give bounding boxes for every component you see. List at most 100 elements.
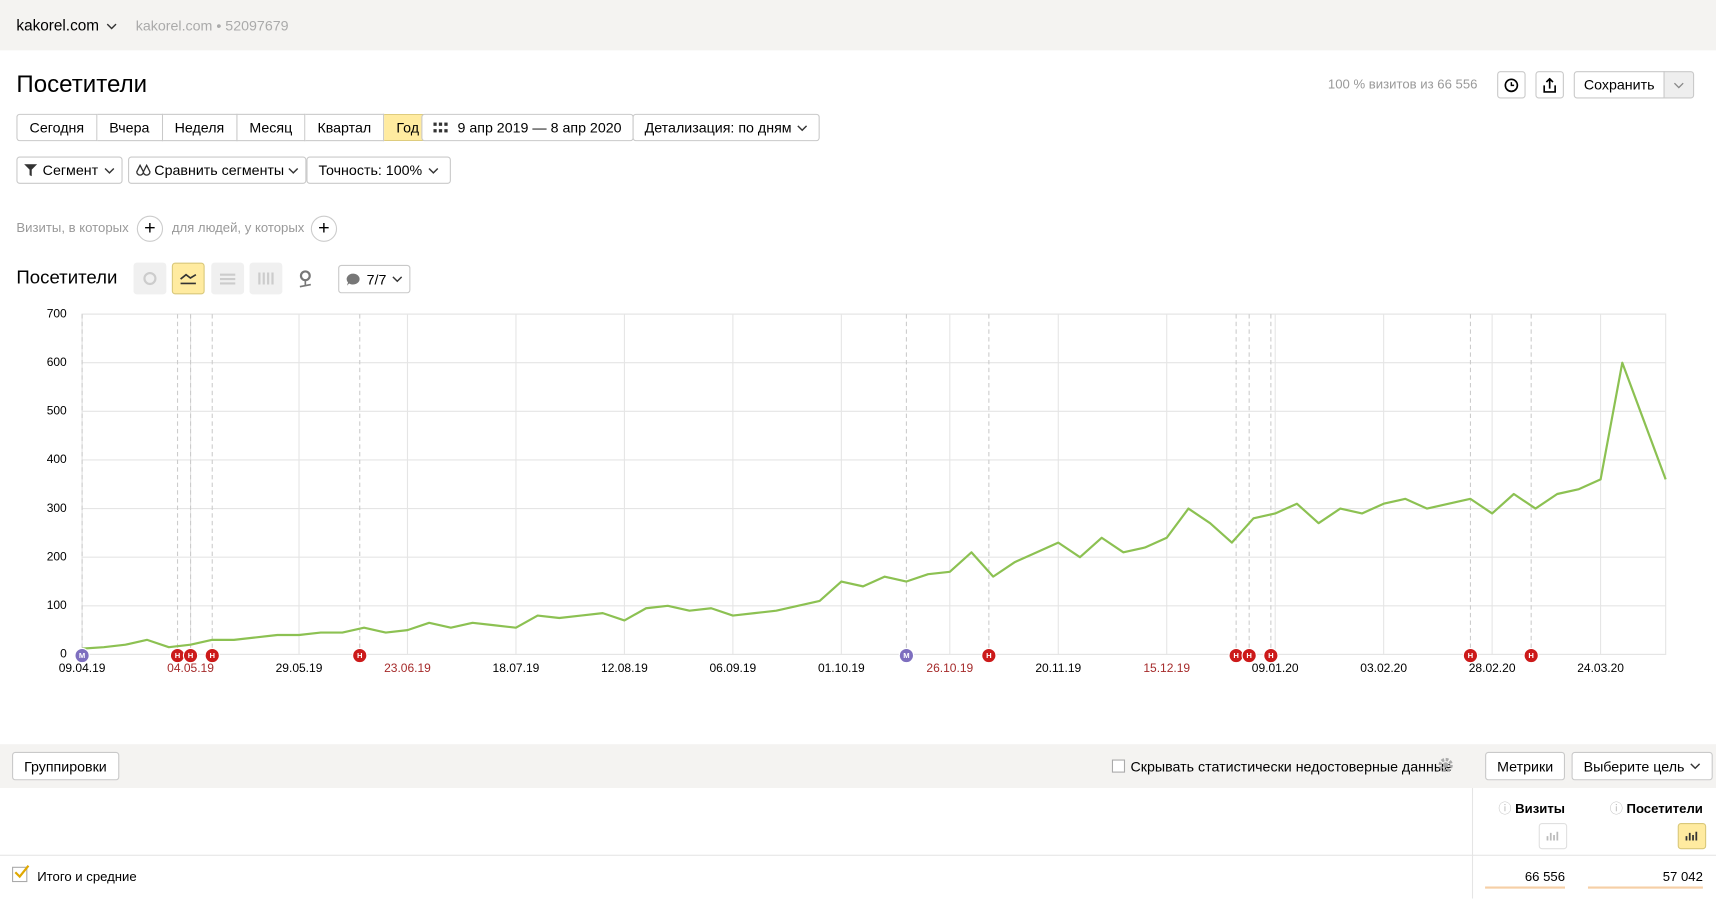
y-tick-label: 400: [47, 452, 67, 466]
page-title: Посетители: [16, 70, 148, 98]
notes-button[interactable]: 7/7: [338, 264, 411, 294]
compare-button[interactable]: Сравнить сегменты: [128, 156, 307, 184]
groupings-button[interactable]: Группировки: [12, 751, 119, 781]
x-tick-label: 01.10.19: [818, 661, 865, 675]
area-chart-toggle[interactable]: [211, 262, 245, 295]
export-icon: [1543, 77, 1556, 93]
gear-icon: [1438, 757, 1453, 773]
x-tick-label: 23.06.19: [384, 661, 431, 675]
period-button[interactable]: Квартал: [305, 113, 385, 142]
y-tick-label: 0: [60, 647, 67, 661]
bar-chart-toggle[interactable]: [249, 262, 283, 295]
export-button[interactable]: [1535, 71, 1564, 99]
comment-icon: [346, 273, 360, 286]
save-label: Сохранить: [1583, 76, 1655, 94]
x-tick-label: 04.05.19: [167, 661, 214, 675]
x-tick-label: 09.01.20: [1252, 661, 1299, 675]
column-header[interactable]: ⓘ Визиты: [1498, 801, 1565, 817]
accuracy-button[interactable]: Точность: 100%: [306, 156, 451, 184]
map-toggle[interactable]: [295, 268, 317, 295]
annotation-label: Н: [1233, 651, 1239, 660]
y-tick-label: 700: [47, 306, 67, 320]
site-selector[interactable]: kakorel.com: [16, 16, 117, 34]
check-icon: [14, 864, 30, 879]
x-tick-label: 26.10.19: [926, 661, 973, 675]
x-tick-label: 09.04.19: [59, 661, 106, 675]
column-title: Посетители: [1626, 801, 1703, 817]
settings-button[interactable]: [1437, 756, 1455, 779]
period-button[interactable]: Месяц: [237, 113, 306, 142]
x-tick-label: 20.11.19: [1035, 661, 1081, 675]
period-button[interactable]: Неделя: [162, 113, 238, 142]
chevron: [107, 23, 117, 30]
annotation-label: Н: [1468, 651, 1474, 660]
segment-button[interactable]: Сегмент: [16, 156, 123, 184]
annotation-marker: [204, 647, 220, 664]
x-tick-label: 03.02.20: [1360, 661, 1407, 675]
period-button[interactable]: Сегодня: [16, 113, 98, 142]
detail-button[interactable]: Детализация: по дням: [632, 113, 821, 142]
line-chart-toggle[interactable]: [171, 262, 205, 295]
chevron: [104, 167, 114, 174]
metrics-button[interactable]: Метрики: [1485, 751, 1566, 781]
cell: 57 042: [1662, 868, 1703, 885]
groupings-label: Группировки: [24, 757, 107, 775]
goal-label: Выберите цель: [1583, 757, 1685, 775]
add-people-condition[interactable]: +: [310, 215, 338, 242]
map-icon: [299, 270, 311, 288]
annotation-label: Н: [1528, 651, 1534, 660]
pie-icon: [143, 271, 157, 286]
annotation-marker: [1263, 647, 1279, 664]
date-range: 9 апр 2019 — 8 апр 2020: [457, 119, 622, 136]
annotation-marker: [898, 647, 915, 664]
annotation-marker: [352, 647, 368, 664]
annotation-label: Н: [188, 651, 194, 660]
share-bar: [1485, 886, 1565, 889]
segment-label: Сегмент: [42, 161, 99, 179]
x-tick-label: 24.03.20: [1577, 661, 1624, 675]
annotation-label: Н: [209, 651, 215, 660]
plot-frame: [81, 313, 1667, 655]
top-bar: [0, 0, 1716, 51]
period-button[interactable]: Вчера: [97, 113, 163, 142]
notes-count: 7/7: [366, 270, 387, 288]
pie-chart-toggle[interactable]: [133, 262, 167, 295]
annotation-marker: [1462, 647, 1479, 664]
hide-label: Скрывать статистически недостоверные дан…: [1130, 758, 1453, 775]
add-visit-condition[interactable]: +: [136, 215, 164, 242]
chart-column-toggle[interactable]: [1538, 822, 1568, 850]
clock-icon: [1504, 77, 1519, 92]
date-range-button[interactable]: 9 апр 2019 — 8 апр 2020: [421, 113, 634, 142]
visits-condition: Визиты, в которых: [16, 219, 129, 236]
y-tick-label: 100: [47, 598, 67, 612]
x-tick-label: 06.09.19: [709, 661, 756, 675]
line-series: [82, 361, 1667, 650]
filter-icon: [24, 164, 38, 177]
site-name: kakorel.com: [16, 16, 100, 34]
save-menu[interactable]: [1663, 71, 1695, 99]
chart: 0 100 200 300 400 500 600 700 09.04.19 04.05.19 29…: [47, 306, 1667, 675]
calendar-icon: [433, 122, 448, 132]
save-button[interactable]: Сохранить: [1573, 71, 1665, 99]
goal-button[interactable]: Выберите цель: [1571, 751, 1713, 781]
cell: 66 556: [1524, 868, 1565, 885]
hide-checkbox[interactable]: [1111, 759, 1126, 773]
history-button[interactable]: [1497, 71, 1526, 99]
sample-info: 100 % визитов из 66 556: [1327, 76, 1478, 92]
chevron: [1690, 763, 1701, 770]
chart-title: Посетители: [16, 267, 118, 288]
drops-icon: [136, 163, 151, 176]
annotation-marker: [1523, 647, 1539, 664]
annotation-marker: [1241, 647, 1257, 664]
line-icon: [180, 273, 197, 285]
row-checkbox[interactable]: [12, 864, 30, 883]
annotation-label: М: [79, 651, 85, 660]
chevron: [1673, 82, 1684, 88]
chart-column-toggle[interactable]: [1677, 822, 1707, 850]
chevron: [428, 167, 439, 174]
column-header[interactable]: ⓘ Посетители: [1609, 801, 1703, 817]
annotation-marker: [74, 647, 90, 664]
x-tick-label: 12.08.19: [601, 661, 648, 675]
